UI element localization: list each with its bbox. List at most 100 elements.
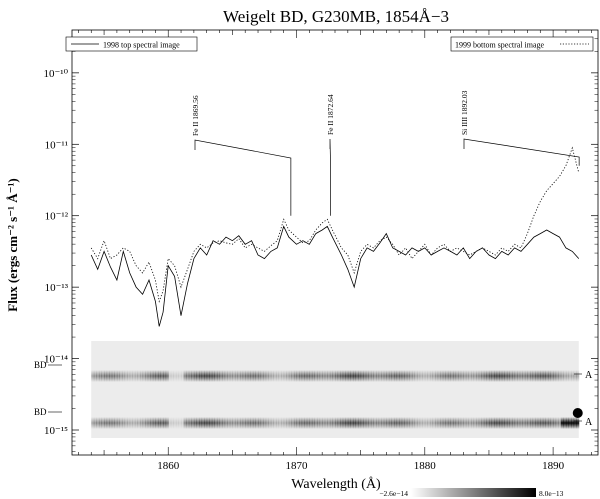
spectral-band-pixel bbox=[232, 370, 236, 382]
spectral-band-pixel bbox=[442, 370, 446, 382]
spectral-band-pixel bbox=[270, 417, 274, 429]
spectral-band-pixel bbox=[147, 370, 151, 382]
spectral-band-pixel bbox=[394, 417, 398, 429]
spectral-band-pixel bbox=[165, 370, 169, 382]
spectral-band-pixel bbox=[101, 417, 105, 429]
spectral-band-pixel bbox=[388, 417, 392, 429]
spectral-band-pixel bbox=[360, 417, 364, 429]
spectral-band-pixel bbox=[170, 370, 174, 382]
spectral-band-pixel bbox=[168, 417, 172, 429]
spectral-band-pixel bbox=[129, 370, 133, 382]
spectral-band-pixel bbox=[245, 417, 249, 429]
spectral-band-pixel bbox=[293, 370, 298, 382]
spectral-band-pixel bbox=[391, 417, 395, 429]
spectral-band-pixel bbox=[550, 370, 554, 382]
spectral-band-pixel bbox=[124, 370, 128, 382]
spectral-band-pixel bbox=[468, 417, 472, 429]
spectral-band-pixel bbox=[216, 417, 221, 429]
spectral-band-pixel bbox=[514, 417, 518, 429]
spectral-band-pixel bbox=[447, 417, 451, 429]
spectral-band-pixel bbox=[286, 417, 290, 429]
spectral-band-pixel bbox=[93, 417, 97, 429]
annotation-label: Fe II 1869.56 bbox=[191, 95, 200, 136]
spectral-band-pixel bbox=[288, 370, 292, 382]
spectral-band-pixel bbox=[311, 370, 315, 382]
spectral-band-pixel bbox=[224, 417, 228, 429]
spectral-band-pixel bbox=[250, 370, 254, 382]
spectral-band-pixel bbox=[191, 370, 195, 382]
spectral-band-pixel bbox=[234, 417, 238, 429]
spectral-band-pixel bbox=[519, 417, 523, 429]
spectral-band-pixel bbox=[450, 417, 454, 429]
spectral-band-pixel bbox=[404, 370, 408, 382]
spectral-band-pixel bbox=[119, 417, 123, 429]
spectral-band-pixel bbox=[209, 370, 213, 382]
spectral-band-pixel bbox=[175, 370, 179, 382]
spectral-band-pixel bbox=[232, 417, 236, 429]
spectral-band-pixel bbox=[488, 417, 493, 429]
spectral-band-pixel bbox=[558, 370, 562, 382]
spectral-band-pixel bbox=[429, 370, 434, 382]
spectral-band-pixel bbox=[242, 417, 246, 429]
spectral-band-pixel bbox=[173, 370, 177, 382]
spectral-band-pixel bbox=[216, 370, 221, 382]
spectral-band-pixel bbox=[396, 417, 400, 429]
spectral-band-pixel bbox=[519, 370, 523, 382]
spectral-band-pixel bbox=[240, 417, 244, 429]
spectral-band-pixel bbox=[98, 417, 103, 429]
spectral-band-pixel bbox=[352, 370, 357, 382]
spectral-band-pixel bbox=[109, 370, 113, 382]
spectral-band-pixel bbox=[104, 417, 108, 429]
spectral-band-pixel bbox=[401, 417, 405, 429]
spectral-band-pixel bbox=[506, 370, 510, 382]
spectral-band-pixel bbox=[268, 370, 272, 382]
spectral-band-pixel bbox=[540, 370, 544, 382]
spectral-band-pixel bbox=[537, 417, 541, 429]
spectral-band-pixel bbox=[142, 417, 146, 429]
spectral-band-pixel bbox=[258, 417, 262, 429]
spectral-band-pixel bbox=[355, 370, 359, 382]
spectral-band-pixel bbox=[265, 370, 269, 382]
spectral-band-pixel bbox=[540, 417, 544, 429]
spectral-band-pixel bbox=[139, 417, 144, 429]
spectral-band-pixel bbox=[501, 417, 505, 429]
spectral-band-pixel bbox=[376, 370, 380, 382]
spectral-band-pixel bbox=[211, 417, 215, 429]
spectral-band-pixel bbox=[427, 370, 431, 382]
spectral-band-pixel bbox=[365, 417, 369, 429]
legend-label-1998: 1998 top spectral image bbox=[103, 41, 180, 50]
spectral-band-pixel bbox=[314, 370, 318, 382]
spectral-band-pixel bbox=[306, 370, 310, 382]
spectral-band-pixel bbox=[432, 417, 436, 429]
spectral-band-pixel bbox=[281, 417, 285, 429]
spectral-band-pixel bbox=[247, 417, 251, 429]
spectral-band-pixel bbox=[406, 370, 410, 382]
spectral-band-pixel bbox=[152, 370, 156, 382]
spectral-band-pixel bbox=[293, 417, 298, 429]
spectral-band-pixel bbox=[106, 370, 110, 382]
spectral-band-pixel bbox=[327, 370, 331, 382]
spectral-band-pixel bbox=[522, 417, 526, 429]
spectral-band-pixel bbox=[322, 370, 326, 382]
spectral-band-pixel bbox=[129, 417, 133, 429]
spectral-band-pixel bbox=[242, 370, 246, 382]
spectral-band-pixel bbox=[512, 417, 516, 429]
spectral-band-pixel bbox=[234, 370, 238, 382]
spectral-band-pixel bbox=[119, 370, 123, 382]
band-left-label: BD bbox=[34, 407, 47, 417]
spectral-band-pixel bbox=[440, 417, 444, 429]
spectral-band-pixel bbox=[342, 417, 346, 429]
spectral-band-pixel bbox=[450, 370, 454, 382]
spectral-band-pixel bbox=[178, 370, 182, 382]
annotation-leader-line bbox=[463, 138, 580, 166]
spectral-band-pixel bbox=[196, 370, 200, 382]
annotation-label: Si IIII 1892.03 bbox=[460, 90, 469, 135]
spectral-band-pixel bbox=[137, 417, 141, 429]
spectral-band-pixel bbox=[124, 417, 128, 429]
y-tick-label: 10⁻¹⁰ bbox=[43, 68, 68, 80]
spectral-band-pixel bbox=[247, 370, 251, 382]
spectral-band-pixel bbox=[265, 417, 269, 429]
spectral-band-pixel bbox=[340, 417, 344, 429]
y-tick-label: 10⁻¹⁴ bbox=[44, 354, 68, 366]
spectral-band-pixel bbox=[219, 417, 223, 429]
